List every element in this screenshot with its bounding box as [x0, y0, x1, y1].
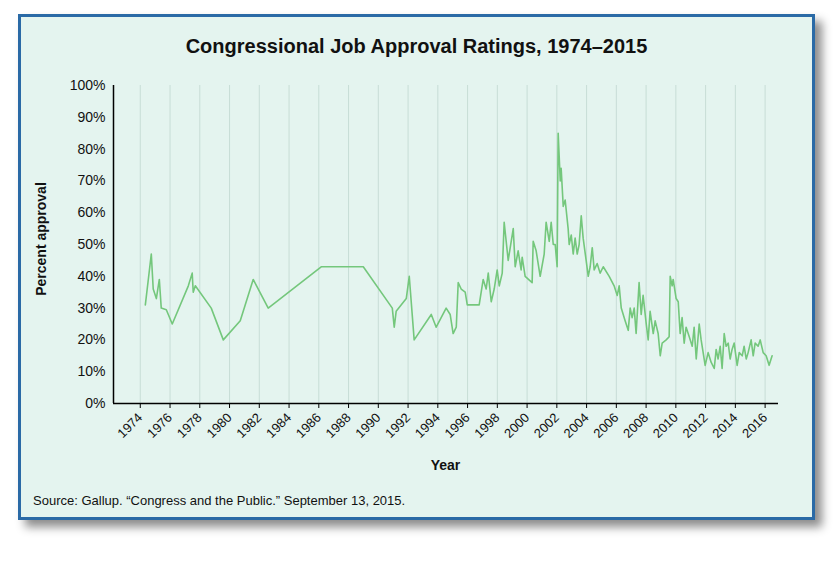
svg-text:1986: 1986 [293, 410, 324, 441]
svg-text:2000: 2000 [501, 410, 532, 441]
svg-text:1996: 1996 [442, 410, 473, 441]
svg-text:1994: 1994 [412, 410, 443, 441]
svg-text:60%: 60% [77, 204, 105, 220]
svg-text:70%: 70% [77, 172, 105, 188]
svg-text:40%: 40% [77, 268, 105, 284]
svg-text:30%: 30% [77, 300, 105, 316]
svg-text:1980: 1980 [204, 410, 235, 441]
svg-text:2014: 2014 [709, 410, 740, 441]
svg-text:2002: 2002 [531, 410, 562, 441]
html-text:Year: Year [430, 457, 461, 473]
svg-text:100%: 100% [70, 77, 106, 93]
svg-text:1992: 1992 [382, 410, 413, 441]
svg-text:80%: 80% [77, 141, 105, 157]
html-text:Source: Gallup. “Congress and: Source: Gallup. “Congress and the Public… [33, 493, 406, 508]
svg-text:2006: 2006 [590, 410, 621, 441]
svg-text:10%: 10% [77, 363, 105, 379]
svg-text:1990: 1990 [352, 410, 383, 441]
svg-text:1982: 1982 [233, 410, 264, 441]
svg-text:2016: 2016 [739, 410, 770, 441]
svg-text:0%: 0% [85, 395, 105, 411]
svg-text:1984: 1984 [263, 410, 294, 441]
html-text:Percent approval: Percent approval [33, 182, 49, 296]
svg-text:1998: 1998 [471, 410, 502, 441]
svg-text:1974: 1974 [114, 410, 145, 441]
svg-text:2004: 2004 [561, 410, 592, 441]
svg-text:2008: 2008 [620, 410, 651, 441]
svg-text:2012: 2012 [680, 410, 711, 441]
svg-text:50%: 50% [77, 236, 105, 252]
svg-text:20%: 20% [77, 331, 105, 347]
svg-text:1988: 1988 [323, 410, 354, 441]
svg-text:2010: 2010 [650, 410, 681, 441]
html-text:Congressional Job Approval Rat: Congressional Job Approval Ratings, 1974… [185, 35, 648, 57]
svg-text:90%: 90% [77, 109, 105, 125]
svg-text:1978: 1978 [174, 410, 205, 441]
svg-text:1976: 1976 [144, 410, 175, 441]
